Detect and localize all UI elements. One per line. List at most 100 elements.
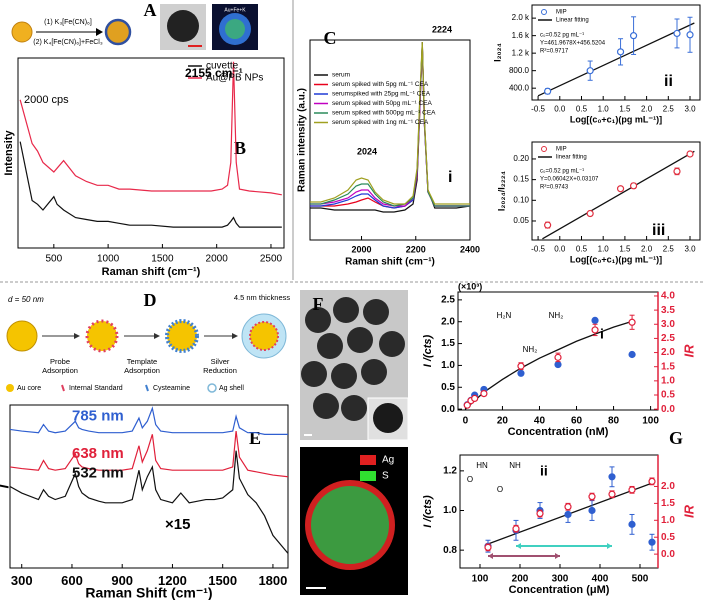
x-tick-label: 2.5 <box>663 245 675 254</box>
x-tick-label: 2400 <box>460 245 480 255</box>
data-point <box>616 48 625 56</box>
data-point <box>628 318 636 326</box>
range-arrow-head <box>607 543 612 549</box>
structure-label: O <box>467 475 473 484</box>
y-tick-label: 0.0 <box>441 404 455 415</box>
series-label: 638 nm <box>72 445 124 462</box>
legend-icon <box>145 384 149 392</box>
x-tick-label: -0.5 <box>531 105 545 114</box>
data-point <box>517 369 525 377</box>
legend-text: Au@PB NPs <box>206 73 263 84</box>
eds-particle <box>225 19 245 39</box>
data-point <box>686 150 694 158</box>
y-tick-label: 2.5 <box>441 295 455 306</box>
annotation: c₀=0.52 pg mL⁻¹ <box>540 169 584 175</box>
data-point <box>554 360 562 369</box>
legend-text: serum spiked with 5pg mL⁻¹ CEA <box>332 81 429 88</box>
legend-text: S <box>382 471 389 482</box>
annotation: Y=0.06042X+0.03107 <box>540 177 599 183</box>
structure-label: NH₂ <box>549 311 564 320</box>
annotation: R²=0.9717 <box>540 49 569 55</box>
y-axis-label: Intensity <box>3 130 15 176</box>
tem-particle <box>347 327 373 353</box>
arrow-head <box>154 333 160 339</box>
data-point <box>544 87 552 95</box>
y2-tick-label: 1.0 <box>661 375 675 386</box>
y-axis-label: I /(cts) <box>422 495 434 528</box>
data-point <box>628 520 636 528</box>
legend-text: serum spiked with 1ng mL⁻¹ CEA <box>332 119 429 126</box>
data-point <box>629 182 638 190</box>
y-tick-label: 400.0 <box>509 83 530 92</box>
y-tick-label: 2.0 <box>441 316 455 327</box>
annotation: i <box>600 326 604 342</box>
annotation: iii <box>652 222 665 239</box>
panel-label: F <box>313 294 324 314</box>
y-tick-label: 2.0 k <box>512 13 530 22</box>
au-core <box>6 320 38 352</box>
x-axis-label: Raman Shift (cm⁻¹) <box>85 585 212 600</box>
y2-tick-label: 1.5 <box>661 498 675 509</box>
tem-particle <box>305 307 331 333</box>
y2-tick-label: 0.5 <box>661 532 675 543</box>
panel-label: D <box>144 290 157 310</box>
y2-tick-label: 1.0 <box>661 515 675 526</box>
step-text: Silver <box>211 357 230 366</box>
x-tick-label: 1200 <box>158 573 187 588</box>
series-line <box>9 406 288 435</box>
step-text: Template <box>127 357 157 366</box>
annotation: i <box>448 169 452 186</box>
panel-label: A <box>144 0 157 20</box>
series-line <box>19 141 282 228</box>
structure-label: O <box>497 485 503 494</box>
plot-frame <box>531 141 701 241</box>
diameter-label: d = 50 nm <box>8 295 44 304</box>
probe-particle <box>85 319 119 353</box>
x-tick-label: 20 <box>497 416 509 427</box>
y-axis-label: I /(cts) <box>422 334 434 367</box>
template-particle <box>165 319 199 353</box>
x-tick-label: 1800 <box>258 573 287 588</box>
tem-particle <box>331 363 357 389</box>
legend-text: Internal Standard <box>69 385 123 392</box>
data-point <box>608 490 616 498</box>
diagram-a: (1) K₃[Fe(CN)₆] (2) K₄[Fe(CN)₆]+FeCl₃ Au… <box>11 4 258 50</box>
x-tick-label: 0 <box>463 416 469 427</box>
legend-swatch <box>360 455 376 465</box>
tem-particle <box>361 359 387 385</box>
series-label: 532 nm <box>72 464 124 481</box>
data-point <box>648 477 656 485</box>
x-tick-label: 2.0 <box>641 245 653 254</box>
x-tick-label: 1500 <box>151 254 174 265</box>
range-arrow-head <box>488 553 493 559</box>
x-tick-label: 1500 <box>208 573 237 588</box>
x-tick-label: 2200 <box>406 245 426 255</box>
panel-label: G <box>669 428 683 448</box>
y-axis-label: I₂₀₂₄/I₂₂₂₄ <box>496 171 506 211</box>
tem-particle <box>363 299 389 325</box>
series-line <box>9 450 289 554</box>
step-text: (2) K₄[Fe(CN)₆]+FeCl₃ <box>33 39 103 46</box>
x-tick-label: 80 <box>608 416 620 427</box>
data-point <box>480 389 488 398</box>
y2-axis-label: IR <box>681 504 696 518</box>
y-tick-label: 1.5 <box>441 338 455 349</box>
y2-tick-label: 3.5 <box>661 305 675 316</box>
thickness-label: 4.5 nm thickness <box>234 293 291 302</box>
au-particle <box>11 21 33 43</box>
x-tick-label: 200 <box>512 574 529 585</box>
annotation: 2224 <box>432 24 452 34</box>
series-line <box>9 431 289 478</box>
x-tick-label: 1000 <box>97 254 120 265</box>
data-point <box>628 350 636 359</box>
panel-label: C <box>324 28 337 48</box>
y-tick-label: 1.0 <box>441 360 455 371</box>
structure-label: HN <box>476 461 488 470</box>
step-text: Reduction <box>203 366 237 375</box>
y-tick-label: 1.2 k <box>512 48 530 57</box>
y2-tick-label: 2.0 <box>661 481 675 492</box>
plot-frame <box>531 4 701 101</box>
annotation: 2024 <box>357 146 377 156</box>
structure-label: NH <box>509 461 521 470</box>
annotation: c₀=0.52 pg mL⁻¹ <box>540 33 584 39</box>
